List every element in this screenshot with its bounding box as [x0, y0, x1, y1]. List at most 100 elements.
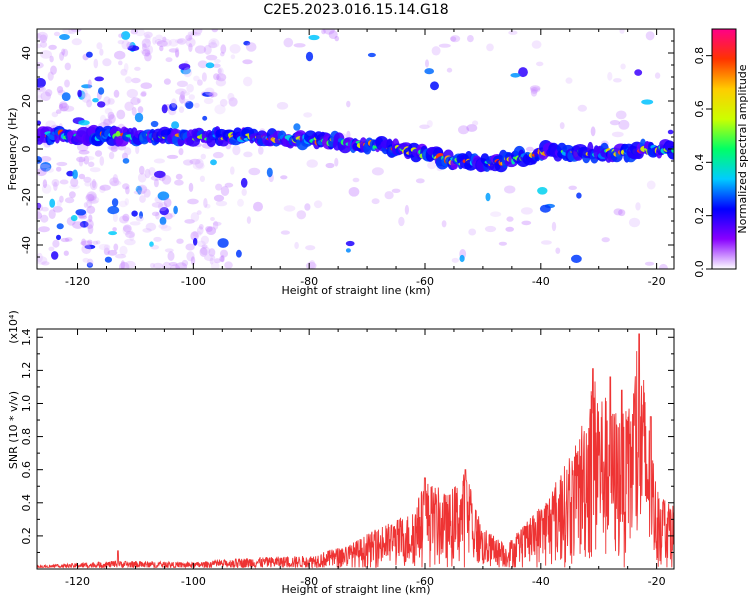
- spectrogram-noise-cell: [209, 92, 215, 98]
- spectrogram-noise-cell: [345, 248, 351, 253]
- spectrogram-noise-cell: [86, 262, 93, 268]
- spectrogram-noise-cell: [126, 88, 138, 99]
- spectrogram-noise-cell: [139, 165, 145, 175]
- spectrogram-noise-cell: [68, 29, 77, 35]
- spectrogram-noise-cell: [188, 35, 193, 40]
- spectrogram-noise-cell: [498, 241, 507, 246]
- spectrogram-noise-cell: [88, 161, 95, 168]
- spectrogram-noise-cell: [83, 156, 95, 161]
- spectrogram-noise-cell: [134, 112, 144, 123]
- spectrogram-noise-cell: [348, 187, 360, 197]
- spectrogram-noise-cell: [530, 89, 538, 97]
- snr-y-tick-label: 0.6: [20, 461, 33, 479]
- snr-x-tick-label: -120: [65, 575, 90, 588]
- spectrogram-noise-cell: [230, 54, 236, 60]
- spectrogram-noise-cell: [165, 57, 173, 63]
- spectrogram-noise-cell: [78, 120, 90, 126]
- spectrogram-noise-cell: [530, 86, 541, 93]
- spectrogram-noise-cell: [611, 131, 624, 138]
- spectrogram-noise-cell: [56, 161, 68, 167]
- spectrogram-noise-cell: [194, 45, 207, 54]
- snr-y-tick-label: 1.0: [20, 395, 33, 413]
- spectrogram-noise-cell: [224, 261, 233, 269]
- spectrogram-noise-cell: [98, 87, 105, 95]
- spectrogram-noise-cell: [540, 240, 552, 245]
- spectrogram-noise-cell: [204, 254, 216, 261]
- spectrogram-noise-cell: [141, 38, 151, 48]
- spectrogram-noise-cell: [196, 210, 202, 215]
- spectrogram-noise-cell: [472, 120, 479, 126]
- x-tick-label: -20: [648, 275, 666, 288]
- spectrogram-noise-cell: [96, 42, 103, 50]
- spectrogram-noise-cell: [220, 249, 228, 258]
- spectrogram-noise-cell: [220, 186, 230, 196]
- spectrogram-noise-cell: [144, 47, 151, 57]
- spectrogram-noise-cell: [111, 198, 119, 207]
- spectrogram-noise-cell: [644, 261, 655, 266]
- spectrogram-noise-cell: [187, 198, 199, 205]
- spectrogram-noise-cell: [551, 221, 557, 232]
- spectrogram-noise-cell: [181, 259, 189, 267]
- spectrogram-noise-cell: [139, 211, 143, 219]
- spectrogram-noise-cell: [78, 156, 84, 167]
- spectrogram-noise-cell: [40, 50, 52, 59]
- spectrogram-noise-cell: [185, 34, 193, 41]
- spectrogram-noise-cell: [202, 91, 213, 97]
- y-tick-label: -20: [20, 188, 33, 206]
- spectrogram-noise-cell: [458, 125, 469, 135]
- spectrogram-noise-cell: [634, 69, 643, 76]
- spectrogram-noise-cell: [163, 198, 172, 208]
- spectrogram-noise-cell: [71, 38, 83, 46]
- spectrogram-noise-cell: [185, 37, 196, 48]
- spectrogram-noise-cell: [52, 239, 60, 248]
- spectrogram-noise-cell: [124, 238, 136, 246]
- spectrogram-noise-cell: [197, 240, 206, 247]
- spectrogram-noise-cell: [175, 88, 187, 95]
- spectrogram-noise-cell: [72, 221, 84, 229]
- spectrogram-noise-cell: [426, 120, 433, 128]
- spectrogram-noise-cell: [48, 246, 55, 252]
- spectrogram-noise-cell: [175, 173, 183, 180]
- spectrogram-noise-cell: [169, 264, 181, 269]
- spectrogram-noise-cell: [131, 106, 137, 116]
- spectrogram-noise-cell: [125, 231, 136, 238]
- spectrogram-noise-cell: [107, 111, 115, 120]
- spectrogram-noise-cell: [107, 145, 117, 150]
- spectrogram-noise-cell: [181, 99, 191, 104]
- spectrogram-noise-cell: [82, 257, 90, 263]
- spectrogram-noise-cell: [607, 71, 613, 81]
- spectrogram-noise-cell: [451, 257, 459, 263]
- spectrogram-noise-cell: [205, 54, 218, 61]
- spectrogram-noise-cell: [86, 99, 92, 108]
- spectrogram-noise-cell: [206, 226, 217, 235]
- spectrogram-noise-cell: [141, 90, 147, 97]
- spectrogram-data: [37, 29, 674, 269]
- spectrogram-noise-cell: [232, 145, 241, 156]
- spectrogram-noise-cell: [203, 198, 208, 208]
- spectrogram-noise-cell: [61, 92, 71, 101]
- spectrogram-noise-cell: [391, 188, 401, 193]
- spectrogram-noise-cell: [51, 111, 59, 118]
- spectrogram-noise-cell: [37, 168, 47, 177]
- x-tick-label: -40: [532, 275, 550, 288]
- spectrogram-noise-cell: [135, 215, 144, 222]
- snr-panel: -120 -100 -80 -60 -40 -20 0.2 0.4 0.6 0.8 1.0 1.2 1.…: [7, 310, 675, 596]
- spectrogram-noise-cell: [568, 185, 577, 190]
- spectrogram-noise-cell: [201, 244, 208, 249]
- spectrogram-noise-cell: [175, 50, 180, 58]
- spectrogram-noise-cell: [52, 206, 63, 213]
- snr-x-tick-label: -100: [181, 575, 206, 588]
- spectrogram-noise-cell: [150, 262, 155, 269]
- spectrogram-noise-cell: [168, 262, 178, 266]
- spectrogram-noise-cell: [97, 101, 106, 108]
- spectrogram-noise-cell: [430, 81, 439, 91]
- spectrogram-noise-cell: [628, 217, 641, 228]
- spectrogram-noise-cell: [59, 179, 69, 185]
- spectrogram-noise-cell: [186, 83, 194, 93]
- spectrogram-noise-cell: [41, 261, 50, 266]
- spectrogram-noise-cell: [99, 48, 104, 56]
- spectrogram-noise-cell: [424, 68, 435, 75]
- spectrogram-noise-cell: [208, 248, 216, 257]
- spectrogram-noise-cell: [64, 237, 73, 242]
- spectrogram-noise-cell: [151, 202, 164, 208]
